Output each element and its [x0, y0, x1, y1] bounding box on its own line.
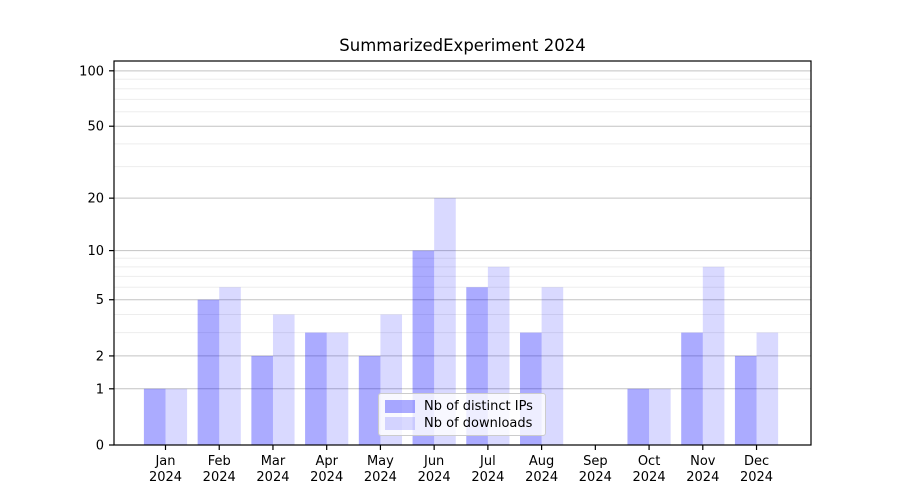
plot-border: [113, 60, 812, 446]
y-tick-label: 2: [96, 349, 104, 364]
x-tick-label-year: 2024: [471, 470, 504, 485]
bar-nov-downloads: [702, 266, 725, 445]
x-tick-label-year: 2024: [203, 470, 236, 485]
bar-nov-distinct-ips: [681, 332, 703, 445]
y-tick-label: 5: [96, 293, 104, 308]
bar-dec-downloads: [756, 332, 779, 445]
legend-row-downloads: Nb of downloads: [385, 415, 538, 431]
x-tick-label-year: 2024: [418, 470, 451, 485]
legend-swatch-distinct-ips: [385, 399, 415, 413]
x-tick-label-year: 2024: [149, 470, 182, 485]
y-tick-label: 50: [87, 120, 104, 135]
y-tick-label: 1: [96, 382, 104, 397]
bar-jun-downloads: [434, 198, 456, 445]
y-tick-label: 10: [87, 244, 104, 259]
legend-row-distinct-ips: Nb of distinct IPs: [385, 398, 538, 414]
x-tick-label-year: 2024: [525, 470, 558, 485]
x-tick-label-month: Dec: [744, 454, 769, 469]
x-tick-label-month: Aug: [529, 454, 554, 469]
x-tick-label-month: Mar: [261, 454, 286, 469]
x-tick-label-month: Jun: [423, 454, 444, 469]
x-tick-label-year: 2024: [633, 470, 666, 485]
x-tick-label-month: Jan: [154, 454, 175, 469]
bar-may-distinct-ips: [358, 355, 381, 445]
bar-mar-downloads: [272, 314, 295, 445]
bar-mar-distinct-ips: [251, 355, 273, 445]
x-tick-label-month: Apr: [315, 454, 338, 469]
bar-oct-downloads: [649, 388, 671, 445]
legend-label-distinct-ips: Nb of distinct IPs: [424, 398, 533, 414]
y-tick-label: 20: [87, 192, 104, 207]
legend-label-downloads: Nb of downloads: [424, 415, 533, 431]
x-tick-label-year: 2024: [740, 470, 773, 485]
bar-dec-distinct-ips: [734, 355, 757, 445]
legend-swatch-downloads: [385, 416, 415, 430]
legend: Nb of distinct IPs Nb of downloads: [378, 393, 546, 436]
x-tick-label-year: 2024: [310, 470, 343, 485]
x-tick-label-year: 2024: [686, 470, 719, 485]
y-tick-label: 100: [79, 64, 104, 79]
bar-apr-downloads: [326, 332, 349, 445]
bar-jan-distinct-ips: [143, 388, 166, 445]
chart-title: SummarizedExperiment 2024: [339, 36, 586, 55]
x-tick-label-month: Oct: [638, 454, 660, 469]
x-tick-label-month: Sep: [583, 454, 608, 469]
bar-feb-distinct-ips: [197, 299, 220, 445]
bar-aug-downloads: [541, 287, 564, 445]
x-tick-label-year: 2024: [579, 470, 612, 485]
x-tick-label-month: Feb: [208, 454, 231, 469]
x-tick-label-month: May: [367, 454, 394, 469]
bar-feb-downloads: [219, 287, 241, 445]
bar-apr-distinct-ips: [305, 332, 327, 445]
y-tick-label: 0: [96, 439, 104, 454]
x-tick-label-month: Jul: [479, 454, 496, 469]
x-tick-label-year: 2024: [364, 470, 397, 485]
bar-oct-distinct-ips: [627, 388, 650, 445]
x-tick-label-year: 2024: [256, 470, 289, 485]
bar-jan-downloads: [165, 388, 188, 445]
x-tick-label-month: Nov: [690, 454, 716, 469]
